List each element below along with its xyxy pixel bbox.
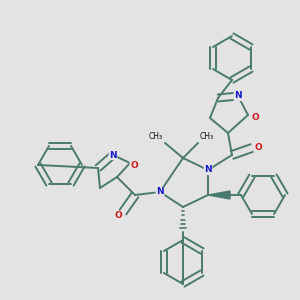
Text: CH₃: CH₃: [200, 132, 214, 141]
Text: N: N: [234, 92, 242, 100]
Text: O: O: [251, 112, 259, 122]
Text: O: O: [254, 143, 262, 152]
Text: N: N: [109, 151, 117, 160]
Text: O: O: [130, 160, 138, 169]
Text: CH₃: CH₃: [149, 132, 163, 141]
Text: O: O: [114, 212, 122, 220]
Text: N: N: [156, 188, 164, 196]
Text: N: N: [204, 166, 212, 175]
Polygon shape: [208, 191, 230, 199]
